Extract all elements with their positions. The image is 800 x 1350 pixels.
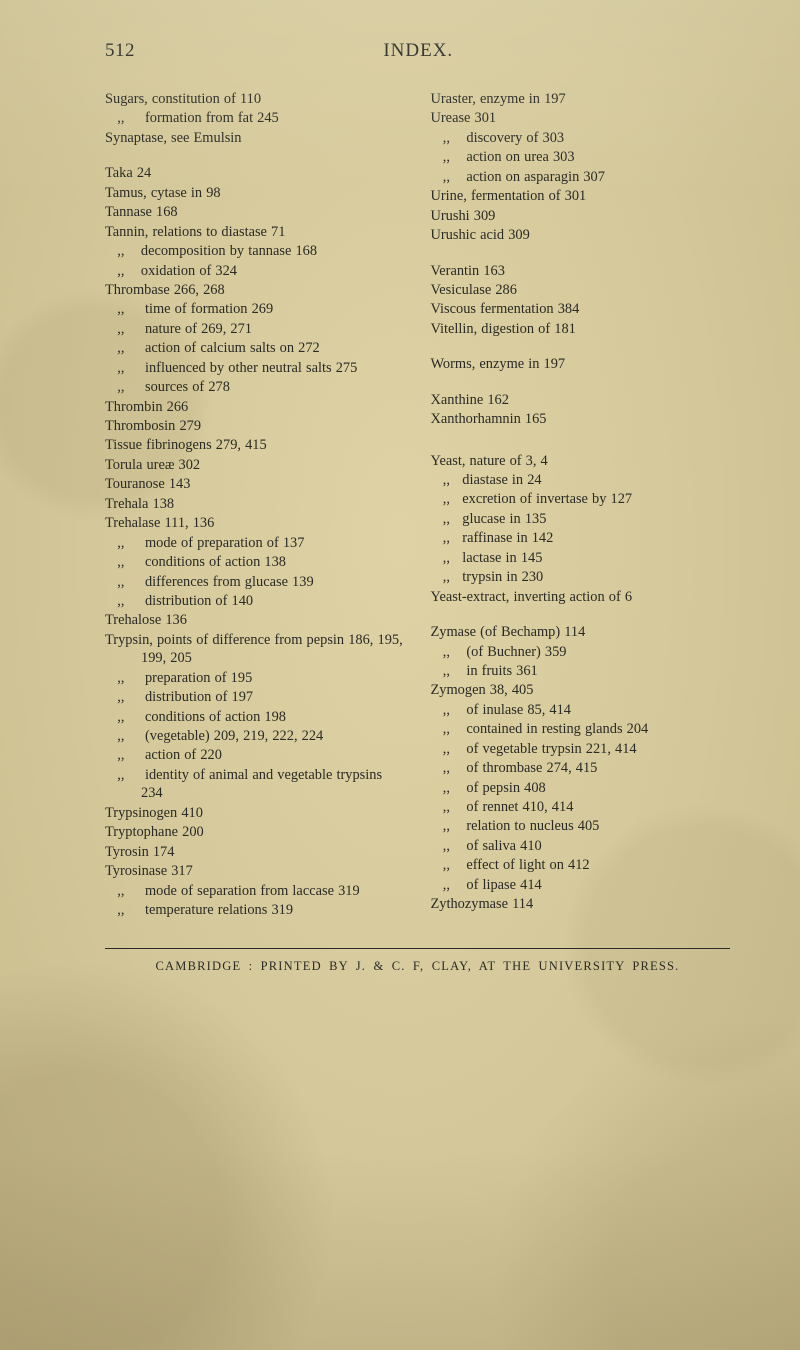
index-entry: ,, of rennet 410, 414	[431, 798, 731, 816]
running-head: 512 INDEX.	[105, 40, 730, 62]
index-gap	[431, 246, 731, 262]
index-entry: ,, formation from fat 245	[105, 109, 405, 127]
index-entry: Yeast-extract, inverting action of 6	[431, 588, 731, 606]
index-entry: ,, in fruits 361	[431, 662, 731, 680]
index-entry: ,, raffinase in 142	[431, 529, 731, 547]
index-entry: Vitellin, digestion of 181	[431, 320, 731, 338]
index-entry: ,, mode of separation from laccase 319	[105, 882, 405, 900]
index-entry: ,, discovery of 303	[431, 129, 731, 147]
index-entry: ,, mode of preparation of 137	[105, 534, 405, 552]
index-entry: Zythozymase 114	[431, 895, 731, 913]
index-entry: ,, identity of animal and vegetable tryp…	[105, 766, 405, 803]
index-entry: ,, contained in resting glands 204	[431, 720, 731, 738]
index-entry: Trehala 138	[105, 495, 405, 513]
index-entry: Trehalase 111, 136	[105, 514, 405, 532]
index-entry: ,, of lipase 414	[431, 876, 731, 894]
index-entry: ,, of saliva 410	[431, 837, 731, 855]
index-entry: ,, distribution of 140	[105, 592, 405, 610]
index-entry: Tannase 168	[105, 203, 405, 221]
index-gap	[431, 339, 731, 355]
colophon: CAMBRIDGE : PRINTED BY J. & C. F, CLAY, …	[105, 959, 730, 974]
index-entry: Zymase (of Bechamp) 114	[431, 623, 731, 641]
index-entry: Urease 301	[431, 109, 731, 127]
index-entry: ,, of inulase 85, 414	[431, 701, 731, 719]
index-gap	[431, 607, 731, 623]
index-entry: Urine, fermentation of 301	[431, 187, 731, 205]
index-entry: Tyrosinase 317	[105, 862, 405, 880]
index-entry: Urushic acid 309	[431, 226, 731, 244]
running-head-spacer	[701, 40, 730, 62]
index-entry: Xanthine 162	[431, 391, 731, 409]
index-gap	[431, 375, 731, 391]
index-entry: Urushi 309	[431, 207, 731, 225]
index-entry: ,, decomposition by tannase 168	[105, 242, 405, 260]
index-entry: ,, of vegetable trypsin 221, 414	[431, 740, 731, 758]
index-entry: Tryptophane 200	[105, 823, 405, 841]
index-entry: ,, nature of 269, 271	[105, 320, 405, 338]
index-entry: ,, sources of 278	[105, 378, 405, 396]
index-entry: Thrombosin 279	[105, 417, 405, 435]
index-entry: Tissue fibrinogens 279, 415	[105, 436, 405, 454]
index-entry: Trehalose 136	[105, 611, 405, 629]
index-column-right: Uraster, enzyme in 197Urease 301 ,, disc…	[431, 90, 731, 920]
index-entry: ,, action of 220	[105, 746, 405, 764]
index-entry: Verantin 163	[431, 262, 731, 280]
index-entry: Viscous fermentation 384	[431, 300, 731, 318]
index-entry: Vesiculase 286	[431, 281, 731, 299]
index-entry: ,, (vegetable) 209, 219, 222, 224	[105, 727, 405, 745]
index-entry: ,, excretion of invertase by 127	[431, 490, 731, 508]
page-number: 512	[105, 40, 135, 62]
running-title: INDEX.	[383, 40, 453, 62]
index-entry: Tannin, relations to diastase 71	[105, 223, 405, 241]
index-entry: Worms, enzyme in 197	[431, 355, 731, 373]
index-column-left: Sugars, constitution of 110 ,, formation…	[105, 90, 405, 920]
index-entry: Yeast, nature of 3, 4	[431, 452, 731, 470]
index-entry: Thrombase 266, 268	[105, 281, 405, 299]
footer-rule	[105, 948, 730, 949]
index-entry: ,, preparation of 195	[105, 669, 405, 687]
index-entry: Zymogen 38, 405	[431, 681, 731, 699]
index-entry: ,, relation to nucleus 405	[431, 817, 731, 835]
index-gap	[431, 430, 731, 452]
index-entry: Trypsin, points of difference from pepsi…	[105, 631, 405, 668]
index-entry: Thrombin 266	[105, 398, 405, 416]
index-entry: Sugars, constitution of 110	[105, 90, 405, 108]
index-entry: Touranose 143	[105, 475, 405, 493]
index-entry: Synaptase, see Emulsin	[105, 129, 405, 147]
index-entry: Taka 24	[105, 164, 405, 182]
index-entry: ,, of thrombase 274, 415	[431, 759, 731, 777]
index-entry: ,, conditions of action 198	[105, 708, 405, 726]
index-entry: ,, differences from glucase 139	[105, 573, 405, 591]
index-entry: ,, lactase in 145	[431, 549, 731, 567]
index-entry: Torula ureæ 302	[105, 456, 405, 474]
index-entry: Xanthorhamnin 165	[431, 410, 731, 428]
index-entry: ,, distribution of 197	[105, 688, 405, 706]
index-entry: ,, time of formation 269	[105, 300, 405, 318]
index-entry: ,, trypsin in 230	[431, 568, 731, 586]
index-entry: ,, action of calcium salts on 272	[105, 339, 405, 357]
index-entry: ,, (of Buchner) 359	[431, 643, 731, 661]
page: 512 INDEX. Sugars, constitution of 110 ,…	[0, 0, 800, 1350]
index-gap	[105, 148, 405, 164]
index-entry: ,, diastase in 24	[431, 471, 731, 489]
index-entry: ,, action on asparagin 307	[431, 168, 731, 186]
index-columns: Sugars, constitution of 110 ,, formation…	[105, 90, 730, 920]
index-entry: ,, temperature relations 319	[105, 901, 405, 919]
index-entry: Uraster, enzyme in 197	[431, 90, 731, 108]
index-entry: ,, conditions of action 138	[105, 553, 405, 571]
index-entry: Tamus, cytase in 98	[105, 184, 405, 202]
index-entry: ,, oxidation of 324	[105, 262, 405, 280]
index-entry: ,, glucase in 135	[431, 510, 731, 528]
index-entry: Trypsinogen 410	[105, 804, 405, 822]
index-entry: ,, influenced by other neutral salts 275	[105, 359, 405, 377]
index-entry: ,, of pepsin 408	[431, 779, 731, 797]
index-entry: Tyrosin 174	[105, 843, 405, 861]
index-entry: ,, effect of light on 412	[431, 856, 731, 874]
index-entry: ,, action on urea 303	[431, 148, 731, 166]
